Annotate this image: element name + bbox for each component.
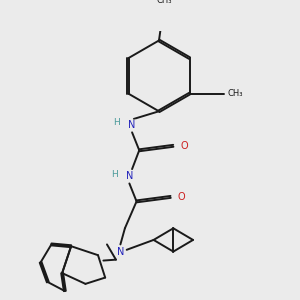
Text: N: N bbox=[126, 171, 133, 181]
Text: N: N bbox=[117, 247, 124, 256]
Text: O: O bbox=[180, 141, 188, 151]
Text: O: O bbox=[178, 192, 185, 202]
Text: CH₃: CH₃ bbox=[228, 89, 243, 98]
Text: N: N bbox=[128, 120, 136, 130]
Text: H: H bbox=[111, 170, 118, 179]
Text: H: H bbox=[113, 118, 120, 127]
Text: CH₃: CH₃ bbox=[157, 0, 172, 4]
